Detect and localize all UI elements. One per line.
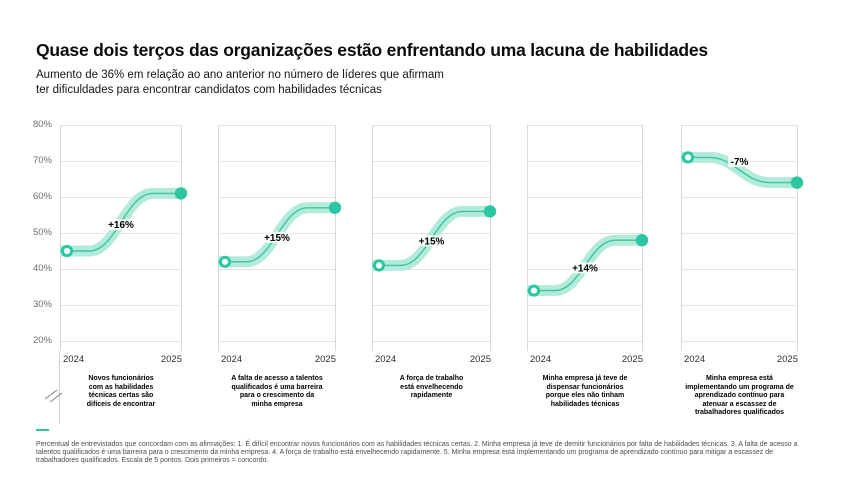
slope-panel-plot: +16% <box>60 125 188 351</box>
footnote-accent-dash <box>36 429 49 431</box>
panel-caption: Minha empresa está implementando um prog… <box>685 375 794 417</box>
x-axis-label-2024: 2024 <box>221 354 243 365</box>
x-axis-label-2025: 2025 <box>776 354 798 365</box>
change-label-chip <box>262 231 292 243</box>
y-axis-tick-label: 20% <box>32 335 52 346</box>
y-axis-extension-line <box>59 351 60 424</box>
panel-caption: Novos funcionários com as habilidades té… <box>86 375 156 408</box>
change-label: -7% <box>731 157 749 168</box>
chart-title: Quase dois terços das organizações estão… <box>36 40 708 60</box>
end-point-marker <box>635 234 649 247</box>
slope-panel: +16% 2024 2025 Novos funcionários com as ha… <box>60 125 188 435</box>
chart-subtitle: Aumento de 36% em relação ao ano anterio… <box>36 69 444 96</box>
end-point-marker <box>790 176 804 189</box>
change-label-chip <box>728 156 751 167</box>
x-axis-label-2024: 2024 <box>375 354 397 365</box>
x-axis-label-2025: 2025 <box>314 354 336 365</box>
x-axis-label-2024: 2024 <box>63 354 85 365</box>
end-point-marker <box>174 187 188 200</box>
slope-panel-plot: +15% <box>372 125 497 351</box>
start-point-marker <box>60 244 74 258</box>
slope-panel: -7% 2024 2025 Minha empresa está implementa… <box>681 125 804 435</box>
start-point-marker <box>527 284 541 297</box>
panel-caption: A força de trabalho está envelhecendo ra… <box>399 375 464 400</box>
end-point-marker <box>483 205 497 218</box>
change-label: +15% <box>419 236 445 247</box>
x-axis-label-2025: 2025 <box>469 354 491 365</box>
x-axis-label-2025: 2025 <box>160 354 182 365</box>
change-label: +14% <box>572 263 598 274</box>
panel-caption: Minha empresa já teve de dispensar funci… <box>542 375 628 408</box>
start-point-marker <box>218 255 232 268</box>
end-point-marker <box>328 201 342 214</box>
change-label-chip <box>570 262 600 274</box>
slope-panel-plot: -7% <box>681 125 804 351</box>
y-axis-tick-label: 80% <box>32 119 52 130</box>
change-label: +16% <box>108 220 134 231</box>
y-axis-tick-label: 30% <box>32 299 52 310</box>
x-axis-label-2025: 2025 <box>621 354 643 365</box>
panel-caption: A falta de acesso a talentos qualificado… <box>231 375 323 408</box>
axis-break-icon <box>44 389 63 403</box>
slope-panel-plot: +15% <box>218 125 342 351</box>
slope-panel-plot: +14% <box>527 125 649 351</box>
change-label: +15% <box>264 233 290 244</box>
x-axis-label-2024: 2024 <box>684 354 706 365</box>
y-axis-tick-label: 70% <box>32 155 52 166</box>
start-point-marker <box>372 259 386 272</box>
footnote-text: Percentual de entrevistados que concorda… <box>36 441 798 464</box>
x-axis-label-2024: 2024 <box>530 354 552 365</box>
change-label-chip <box>417 235 446 247</box>
y-axis-tick-label: 50% <box>32 227 52 238</box>
change-label-chip <box>106 219 136 231</box>
slope-line <box>681 156 798 184</box>
y-axis-tick-label: 60% <box>32 191 52 202</box>
slope-panel: +15% 2024 2025 A força de trabalho está env… <box>372 125 497 435</box>
start-point-marker <box>681 151 695 164</box>
slope-panel: +14% 2024 2025 Minha empresa já teve de dis… <box>527 125 649 435</box>
slope-panel: +15% 2024 2025 A falta de acesso a talentos… <box>218 125 342 435</box>
y-axis-tick-label: 40% <box>32 263 52 274</box>
